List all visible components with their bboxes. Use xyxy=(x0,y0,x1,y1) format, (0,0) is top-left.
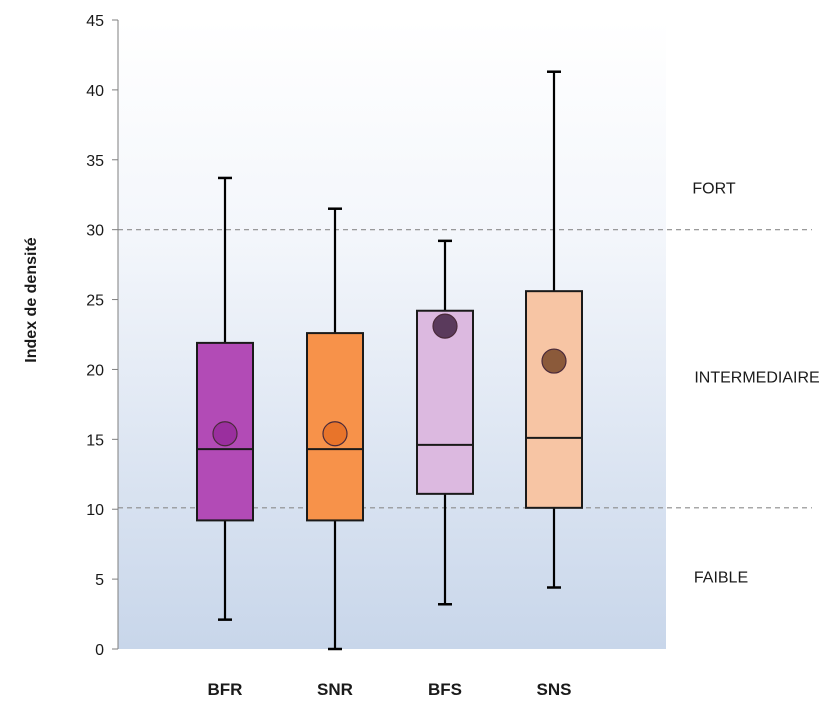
y-tick-label: 35 xyxy=(86,153,104,170)
mean-marker xyxy=(432,313,458,339)
y-tick-label: 5 xyxy=(95,572,104,589)
zone-label: FORT xyxy=(692,181,735,198)
y-tick-label: 20 xyxy=(86,362,104,379)
category-label: BFS xyxy=(428,680,462,699)
y-tick-label: 40 xyxy=(86,83,104,100)
boxes xyxy=(196,290,583,522)
y-axis: 0 5 10 15 20 25 30 35 40 45 xyxy=(86,13,119,659)
mean-marker xyxy=(541,348,567,374)
y-tick-label: 45 xyxy=(86,13,104,30)
category-label: SNR xyxy=(317,680,353,699)
y-tick-label: 15 xyxy=(86,432,104,449)
y-tick-label: 10 xyxy=(86,502,104,519)
y-tick-label: 0 xyxy=(95,642,104,659)
mean-marker xyxy=(322,421,348,447)
whiskers xyxy=(218,70,561,651)
zone-labels: FORT INTERMEDIAIRE FAIBLE xyxy=(692,181,819,587)
threshold-lines xyxy=(118,229,812,509)
zone-label: INTERMEDIAIRE xyxy=(694,369,819,386)
y-tick-label: 25 xyxy=(86,293,104,310)
mean-marker xyxy=(212,421,238,447)
zone-label: FAIBLE xyxy=(694,569,748,586)
category-labels: BFR SNR BFS SNS xyxy=(208,680,572,699)
box-bfs xyxy=(416,309,474,495)
category-label: SNS xyxy=(537,680,572,699)
box-sns xyxy=(525,290,583,509)
y-tick-label: 30 xyxy=(86,223,104,240)
plot-background xyxy=(118,20,666,649)
y-axis-label: Index de densité xyxy=(23,237,40,362)
category-label: BFR xyxy=(208,680,243,699)
mean-markers xyxy=(212,313,567,447)
